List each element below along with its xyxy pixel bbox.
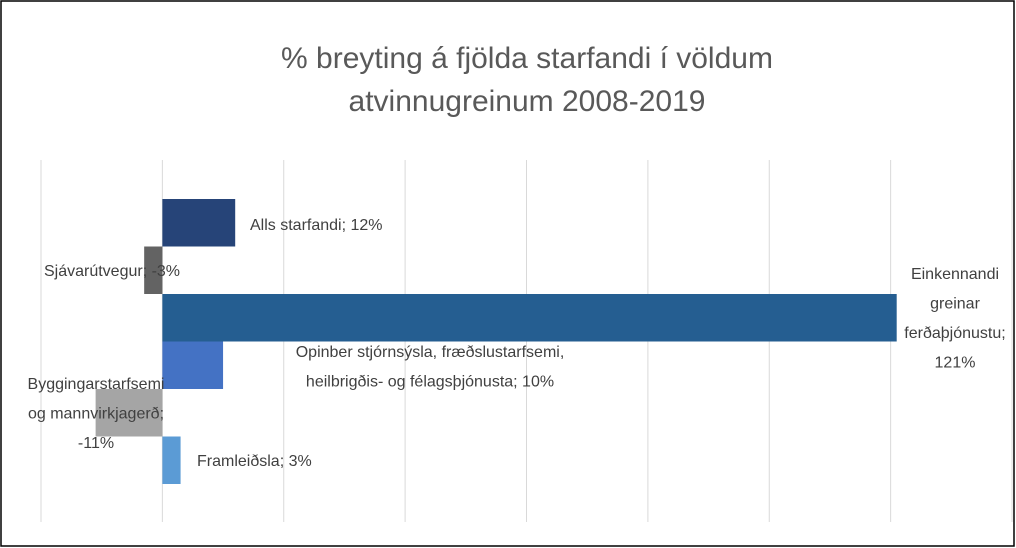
bar — [162, 294, 897, 342]
bar — [162, 341, 224, 389]
bar — [95, 389, 163, 437]
chart-title: % breyting á fjölda starfandi í völdum at… — [281, 42, 773, 118]
bar — [144, 246, 163, 294]
data-label: Framleiðsla; 3% — [197, 453, 312, 470]
data-label: Alls starfandi; 12% — [250, 217, 383, 234]
data-label: Opinber stjórnsýsla, fræðslustarfsemi, he… — [296, 344, 565, 391]
data-label: Sjávarútvegur; -3% — [44, 263, 180, 280]
data-label: Einkennandi greinar ferðaþjónustu; 121% — [904, 266, 1005, 372]
bar — [162, 199, 236, 247]
data-label: Byggingarstarfsemi og mannvirkjagerð; -11% — [28, 376, 165, 452]
bar — [162, 436, 181, 484]
